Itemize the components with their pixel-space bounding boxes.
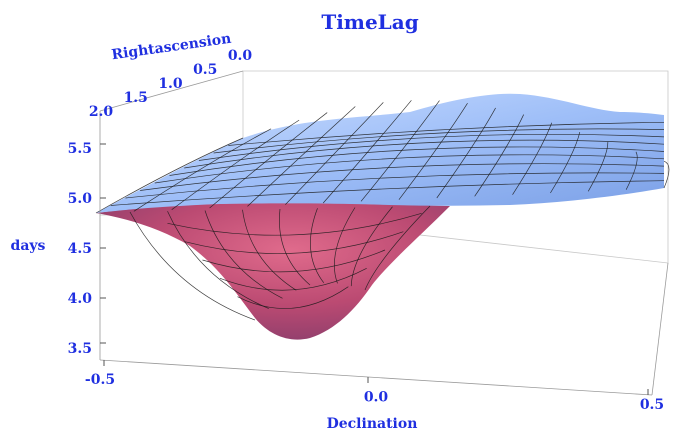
x-axis-ticks: -0.5 0.0 0.5: [85, 372, 664, 413]
surface-mesh-line: [184, 231, 404, 254]
surface-mesh-line: [279, 208, 311, 286]
y-tick-label: 2.0: [89, 104, 114, 120]
z-tick-label: 4.0: [68, 291, 93, 307]
surface-mesh-line: [228, 121, 665, 146]
surface-mesh-line: [202, 249, 386, 273]
y-tick-label: 1.0: [158, 76, 183, 92]
surface-underside: [96, 202, 450, 340]
y-tick-label: 0.0: [228, 48, 253, 64]
surface-mesh-line: [125, 172, 665, 199]
x-axis-title: Declination: [327, 416, 418, 432]
y-tick-label: 0.5: [193, 62, 217, 78]
surface-mesh-line: [242, 209, 297, 291]
surface-mesh-line: [247, 106, 356, 207]
surface-topside: [96, 93, 664, 213]
chart-title: TimeLag: [321, 10, 418, 34]
surface-mesh-line: [133, 128, 272, 212]
surface-mesh-line: [550, 131, 581, 194]
y-tick-label: 1.5: [124, 90, 148, 106]
surface-mesh-line: [204, 210, 283, 299]
surface-mesh-line: [198, 133, 665, 161]
z-axis-title: days: [11, 238, 46, 254]
surface-mesh-line: [110, 180, 665, 206]
surface-mesh-line: [169, 146, 665, 176]
plot-box-front: [99, 70, 669, 396]
y-axis-title: Rightascension: [111, 31, 233, 64]
z-tick-label: 4.5: [68, 241, 92, 257]
surface-mesh-line: [140, 163, 665, 191]
surface-mesh-line: [154, 154, 665, 184]
surface-mesh-line: [350, 206, 393, 287]
surface-mesh-line: [360, 100, 440, 202]
surface-mesh-line: [310, 208, 325, 283]
z-tick-label: 5.5: [68, 141, 92, 157]
x-tick-label: 0.0: [364, 390, 389, 406]
surface-mesh-line: [625, 151, 638, 190]
surface-mesh: [95, 100, 670, 321]
surface-mesh-line: [512, 122, 553, 195]
x-tick-label: -0.5: [85, 372, 115, 388]
surface-mesh-line: [474, 114, 524, 197]
surface-mesh-line: [129, 211, 256, 321]
tick-marks: [100, 143, 649, 395]
surface-mesh-line: [334, 207, 356, 284]
surface-mesh-line: [322, 100, 412, 204]
surface: [95, 93, 670, 340]
surface-mesh-line: [219, 268, 367, 291]
z-tick-label: 5.0: [68, 191, 93, 207]
surface-mesh-line: [663, 160, 670, 189]
surface-mesh-line: [587, 141, 609, 192]
z-axis-ticks: 3.5 4.0 4.5 5.0 5.5: [68, 141, 93, 357]
surface-mesh-line: [167, 212, 422, 236]
surface-mesh-line: [167, 211, 269, 309]
surface-mesh-line: [213, 128, 665, 154]
surface-mesh-line: [364, 205, 431, 291]
y-axis-ticks: 0.0 0.5 1.0 1.5 2.0: [89, 48, 253, 120]
surface-mesh-line: [95, 137, 244, 214]
surface-mesh-line: [237, 286, 349, 309]
z-tick-label: 3.5: [68, 341, 92, 357]
surface-mesh-line: [184, 139, 665, 169]
x-tick-label: 0.5: [640, 397, 664, 413]
